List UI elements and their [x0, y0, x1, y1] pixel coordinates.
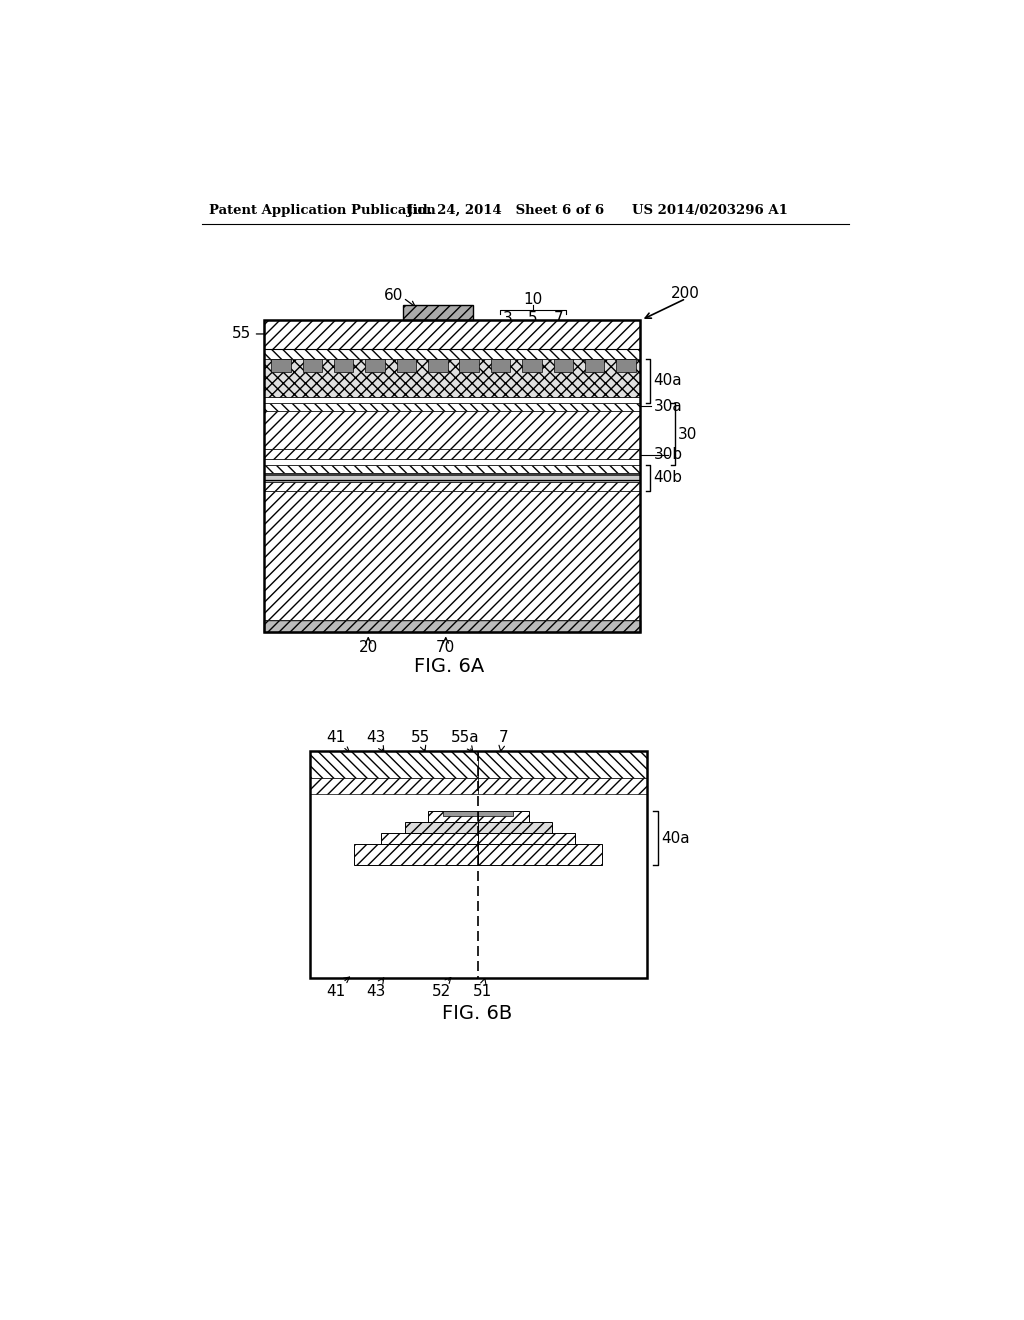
- Text: 5: 5: [527, 312, 538, 326]
- Bar: [271, 359, 291, 372]
- Text: 10: 10: [523, 292, 542, 306]
- Text: 7: 7: [499, 730, 508, 744]
- Text: US 2014/0203296 A1: US 2014/0203296 A1: [632, 205, 787, 218]
- Text: 30a: 30a: [653, 399, 682, 414]
- Bar: [478, 822, 552, 833]
- Text: 40b: 40b: [653, 470, 682, 486]
- Text: 7: 7: [553, 312, 563, 326]
- Bar: [616, 359, 636, 372]
- Bar: [263, 459, 640, 465]
- Bar: [310, 779, 478, 793]
- Bar: [428, 359, 447, 372]
- Text: 60: 60: [384, 288, 403, 304]
- Bar: [554, 359, 572, 372]
- Text: 20: 20: [358, 640, 378, 655]
- Bar: [263, 321, 640, 632]
- Bar: [334, 359, 353, 372]
- Text: 3: 3: [503, 312, 513, 326]
- Bar: [263, 620, 640, 632]
- Bar: [585, 359, 604, 372]
- Text: 41: 41: [326, 730, 345, 744]
- Text: 55: 55: [232, 326, 252, 342]
- Text: 43: 43: [367, 983, 386, 999]
- Bar: [478, 779, 647, 793]
- Text: 40a: 40a: [662, 830, 690, 846]
- Bar: [263, 465, 640, 473]
- Bar: [310, 867, 478, 978]
- Bar: [428, 812, 478, 822]
- Bar: [263, 321, 640, 350]
- Text: Jul. 24, 2014   Sheet 6 of 6: Jul. 24, 2014 Sheet 6 of 6: [407, 205, 604, 218]
- Text: 40a: 40a: [653, 374, 682, 388]
- Text: 55a: 55a: [451, 730, 479, 744]
- Bar: [478, 843, 602, 866]
- Bar: [263, 404, 640, 411]
- Bar: [303, 359, 323, 372]
- Text: Patent Application Publication: Patent Application Publication: [209, 205, 436, 218]
- Text: 200: 200: [671, 285, 699, 301]
- Bar: [396, 359, 416, 372]
- Text: FIG. 6B: FIG. 6B: [441, 1003, 512, 1023]
- Bar: [478, 751, 647, 978]
- Bar: [478, 812, 528, 822]
- Bar: [263, 473, 640, 482]
- Text: 30b: 30b: [653, 447, 683, 462]
- Text: 70: 70: [436, 640, 456, 655]
- Bar: [263, 482, 640, 491]
- Text: 55: 55: [412, 730, 430, 744]
- Bar: [478, 812, 513, 816]
- Bar: [310, 751, 647, 978]
- Bar: [522, 359, 542, 372]
- Bar: [263, 359, 640, 397]
- Bar: [366, 359, 385, 372]
- Bar: [404, 822, 478, 833]
- Bar: [310, 751, 478, 978]
- Text: 30: 30: [678, 426, 697, 442]
- Text: FIG. 6A: FIG. 6A: [415, 657, 484, 676]
- Bar: [478, 867, 647, 978]
- Text: 41: 41: [326, 983, 345, 999]
- Bar: [381, 833, 478, 843]
- Text: 43: 43: [367, 730, 386, 744]
- Text: 51: 51: [473, 983, 493, 999]
- Bar: [263, 350, 640, 359]
- Bar: [263, 397, 640, 404]
- Text: 52: 52: [432, 983, 452, 999]
- Bar: [403, 305, 473, 321]
- Bar: [478, 751, 647, 978]
- Bar: [460, 359, 479, 372]
- Bar: [310, 751, 478, 978]
- Bar: [263, 411, 640, 449]
- Bar: [443, 812, 478, 816]
- Bar: [490, 359, 510, 372]
- Bar: [478, 751, 647, 779]
- Bar: [263, 491, 640, 620]
- Bar: [310, 751, 478, 779]
- Bar: [354, 843, 478, 866]
- Bar: [263, 449, 640, 459]
- Bar: [478, 833, 575, 843]
